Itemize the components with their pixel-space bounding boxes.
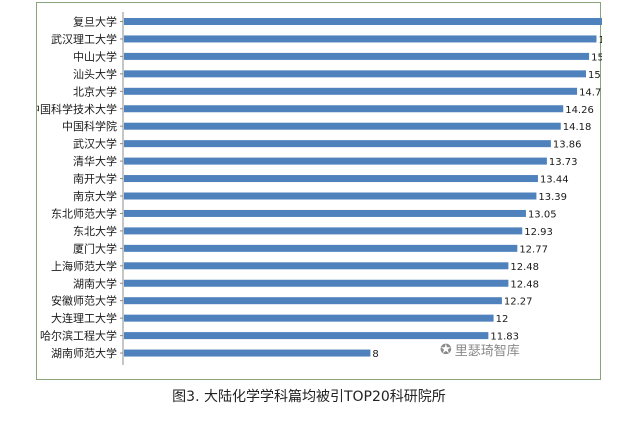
bar <box>124 209 526 217</box>
bar <box>124 349 371 357</box>
category-label: 东北大学 <box>73 224 117 238</box>
category-label: 东北师范大学 <box>51 206 117 220</box>
wechat-logo-icon: ✪ <box>440 341 452 358</box>
value-label: 12.93 <box>524 227 553 238</box>
category-label: 南京大学 <box>73 189 117 203</box>
bar <box>124 52 590 60</box>
bar <box>124 87 578 95</box>
value-label: 13.44 <box>540 175 569 186</box>
category-label: 安徽师范大学 <box>51 294 117 308</box>
value-label: 14.71 <box>579 87 602 98</box>
bar <box>124 122 561 130</box>
category-label: 中国科学院 <box>62 119 117 133</box>
bar <box>124 297 502 305</box>
value-label: 13.86 <box>553 140 582 151</box>
bar <box>124 244 518 252</box>
bar <box>124 279 509 287</box>
category-label: 哈尔滨工程大学 <box>40 329 117 343</box>
value-label: 13.05 <box>528 209 557 220</box>
watermark-text: 里瑟琦智库 <box>454 344 520 359</box>
value-label: 13.73 <box>549 157 578 168</box>
value-label: 8 <box>372 349 378 360</box>
value-label: 12.27 <box>504 297 533 308</box>
bar <box>124 227 523 235</box>
category-label: 汕头大学 <box>73 67 117 81</box>
category-label: 上海师范大学 <box>51 259 117 273</box>
category-label: 南开大学 <box>73 172 117 186</box>
value-label: 11.83 <box>490 332 519 343</box>
bar <box>124 18 602 25</box>
bar <box>124 175 538 183</box>
value-label: 12.77 <box>519 244 548 255</box>
value-label: 14.26 <box>565 105 594 116</box>
category-label: 清华大学 <box>73 154 117 168</box>
value-label: 13.39 <box>538 192 567 203</box>
figure-caption: 图3. 大陆化学学科篇均被引TOP20科研院所 <box>172 389 446 405</box>
category-label: 武汉理工大学 <box>51 32 117 46</box>
value-label: 15 <box>588 70 601 81</box>
bar <box>124 70 586 78</box>
bar <box>124 140 551 148</box>
bar <box>124 192 537 200</box>
category-label: 湖南大学 <box>73 276 117 290</box>
category-label: 武汉大学 <box>73 137 117 151</box>
category-label: 湖南师范大学 <box>51 346 117 360</box>
value-label: 12.48 <box>510 262 539 273</box>
category-label: 中国科学技术大学 <box>37 102 117 116</box>
category-label: 复旦大学 <box>73 15 117 29</box>
category-label: 大连理工大学 <box>51 311 117 325</box>
bar <box>124 35 597 43</box>
bar-chart: 复旦大学15.77武汉理工大学15.34中山大学15.1汕头大学15北京大学14… <box>37 12 602 365</box>
bar <box>124 314 494 322</box>
bar <box>124 262 509 270</box>
chart-frame: 复旦大学15.77武汉理工大学15.34中山大学15.1汕头大学15北京大学14… <box>36 2 602 380</box>
value-label: 15.1 <box>591 52 602 63</box>
value-label: 15.34 <box>598 35 602 46</box>
value-label: 14.18 <box>563 122 592 133</box>
bar <box>124 105 564 113</box>
category-label: 中山大学 <box>73 49 117 63</box>
watermark: ✪ 里瑟琦智库 <box>440 340 520 360</box>
value-label: 12.48 <box>510 279 539 290</box>
category-label: 北京大学 <box>73 84 117 98</box>
bar <box>124 157 547 165</box>
bar <box>124 332 489 340</box>
value-label: 12 <box>496 314 509 325</box>
category-label: 厦门大学 <box>73 241 117 255</box>
